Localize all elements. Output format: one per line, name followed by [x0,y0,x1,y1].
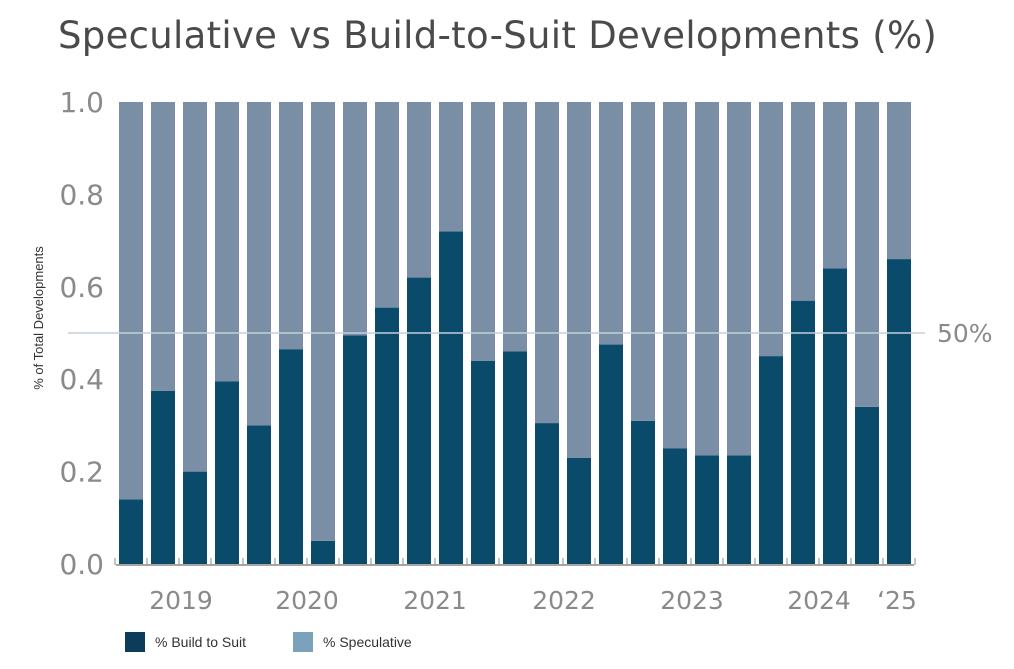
chart-title: Speculative vs Build-to-Suit Development… [58,14,938,57]
bar-build-to-suit-22 [791,300,815,564]
bar-build-to-suit-3 [183,471,207,564]
bar-speculative-11 [439,102,463,232]
bar-speculative-12 [471,102,495,361]
bar-speculative-24 [855,102,879,407]
bar-build-to-suit-13 [503,351,527,564]
x-group-label: 2023 [660,586,724,615]
legend-label-build-to-suit: % Build to Suit [155,634,247,650]
bar-speculative-16 [599,102,623,345]
y-tick-label: 0.8 [59,178,104,211]
bar-speculative-21 [759,102,783,357]
x-group-label: 2019 [149,586,213,615]
bar-speculative-23 [823,102,847,269]
bar-speculative-5 [247,102,271,426]
y-tick-label: 0.4 [59,363,104,396]
bar-speculative-7 [311,102,335,541]
bar-build-to-suit-17 [631,420,655,564]
bar-build-to-suit-4 [215,381,239,564]
legend-swatch-build-to-suit [125,632,145,652]
bar-build-to-suit-24 [855,406,879,564]
bar-build-to-suit-5 [247,425,271,564]
reference-line-label: 50% [937,319,993,348]
bar-speculative-17 [631,102,655,421]
bar-build-to-suit-16 [599,344,623,564]
y-tick-label: 1.0 [59,86,104,119]
bar-speculative-25 [887,102,911,260]
bar-build-to-suit-21 [759,356,783,564]
legend-swatch-speculative [293,632,313,652]
bar-speculative-18 [663,102,687,449]
y-axis-title: % of Total Developments [31,246,46,390]
bar-speculative-15 [567,102,591,458]
bar-build-to-suit-8 [343,335,367,564]
y-tick-label: 0.0 [59,548,104,581]
bar-speculative-19 [695,102,719,456]
legend-label-speculative: % Speculative [323,634,412,650]
bar-build-to-suit-12 [471,360,495,564]
x-group-label: 2024 [787,586,851,615]
bar-build-to-suit-23 [823,268,847,564]
y-tick-label: 0.2 [59,456,104,489]
bar-speculative-8 [343,102,367,336]
bar-build-to-suit-1 [119,499,143,564]
bar-speculative-3 [183,102,207,472]
bar-speculative-13 [503,102,527,352]
bar-speculative-1 [119,102,143,500]
bar-build-to-suit-18 [663,448,687,564]
y-tick-label: 0.6 [59,271,104,304]
bar-build-to-suit-20 [727,455,751,564]
bar-build-to-suit-6 [279,349,303,564]
bar-build-to-suit-15 [567,457,591,564]
bar-speculative-20 [727,102,751,456]
x-group-label: ‘25 [877,586,917,615]
x-group-label: 2021 [403,586,467,615]
bar-build-to-suit-7 [311,540,335,564]
bar-build-to-suit-14 [535,423,559,564]
legend-item-speculative: % Speculative [293,632,412,652]
bar-build-to-suit-9 [375,307,399,564]
bar-speculative-14 [535,102,559,424]
bar-speculative-6 [279,102,303,350]
legend-item-build-to-suit: % Build to Suit [125,632,246,652]
bar-speculative-9 [375,102,399,308]
bar-speculative-2 [151,102,175,391]
bar-build-to-suit-10 [407,277,431,564]
bar-build-to-suit-11 [439,231,463,565]
bar-build-to-suit-19 [695,455,719,564]
bar-speculative-10 [407,102,431,278]
x-group-label: 2022 [532,586,596,615]
bar-speculative-22 [791,102,815,301]
x-group-label: 2020 [275,586,339,615]
bar-build-to-suit-2 [151,390,175,564]
bar-build-to-suit-25 [887,259,911,564]
bar-speculative-4 [215,102,239,382]
